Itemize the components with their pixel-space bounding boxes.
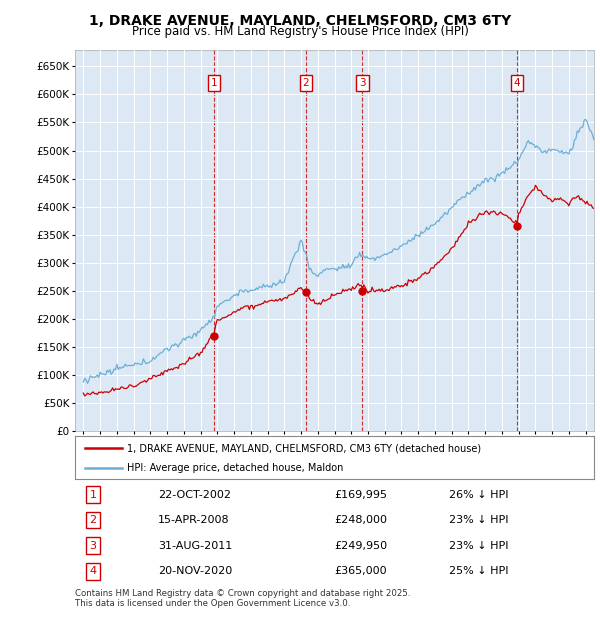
Text: £169,995: £169,995 xyxy=(335,490,388,500)
Text: 23% ↓ HPI: 23% ↓ HPI xyxy=(449,515,508,525)
Text: 1: 1 xyxy=(89,490,97,500)
Text: 20-NOV-2020: 20-NOV-2020 xyxy=(158,566,232,576)
Text: 26% ↓ HPI: 26% ↓ HPI xyxy=(449,490,508,500)
Text: 4: 4 xyxy=(89,566,97,576)
Text: 1: 1 xyxy=(211,78,217,88)
Text: £249,950: £249,950 xyxy=(335,541,388,551)
Text: 1, DRAKE AVENUE, MAYLAND, CHELMSFORD, CM3 6TY (detached house): 1, DRAKE AVENUE, MAYLAND, CHELMSFORD, CM… xyxy=(127,443,481,453)
Text: 22-OCT-2002: 22-OCT-2002 xyxy=(158,490,231,500)
Text: 2: 2 xyxy=(302,78,309,88)
Text: Price paid vs. HM Land Registry's House Price Index (HPI): Price paid vs. HM Land Registry's House … xyxy=(131,25,469,38)
Text: 4: 4 xyxy=(514,78,520,88)
Text: 23% ↓ HPI: 23% ↓ HPI xyxy=(449,541,508,551)
Text: 2: 2 xyxy=(89,515,97,525)
Text: 15-APR-2008: 15-APR-2008 xyxy=(158,515,230,525)
Text: 3: 3 xyxy=(89,541,97,551)
Text: HPI: Average price, detached house, Maldon: HPI: Average price, detached house, Mald… xyxy=(127,463,343,473)
Text: 31-AUG-2011: 31-AUG-2011 xyxy=(158,541,232,551)
Text: 25% ↓ HPI: 25% ↓ HPI xyxy=(449,566,508,576)
Text: Contains HM Land Registry data © Crown copyright and database right 2025.
This d: Contains HM Land Registry data © Crown c… xyxy=(75,589,410,608)
Text: 3: 3 xyxy=(359,78,365,88)
Text: £248,000: £248,000 xyxy=(335,515,388,525)
Text: £365,000: £365,000 xyxy=(335,566,387,576)
Text: 1, DRAKE AVENUE, MAYLAND, CHELMSFORD, CM3 6TY: 1, DRAKE AVENUE, MAYLAND, CHELMSFORD, CM… xyxy=(89,14,511,28)
